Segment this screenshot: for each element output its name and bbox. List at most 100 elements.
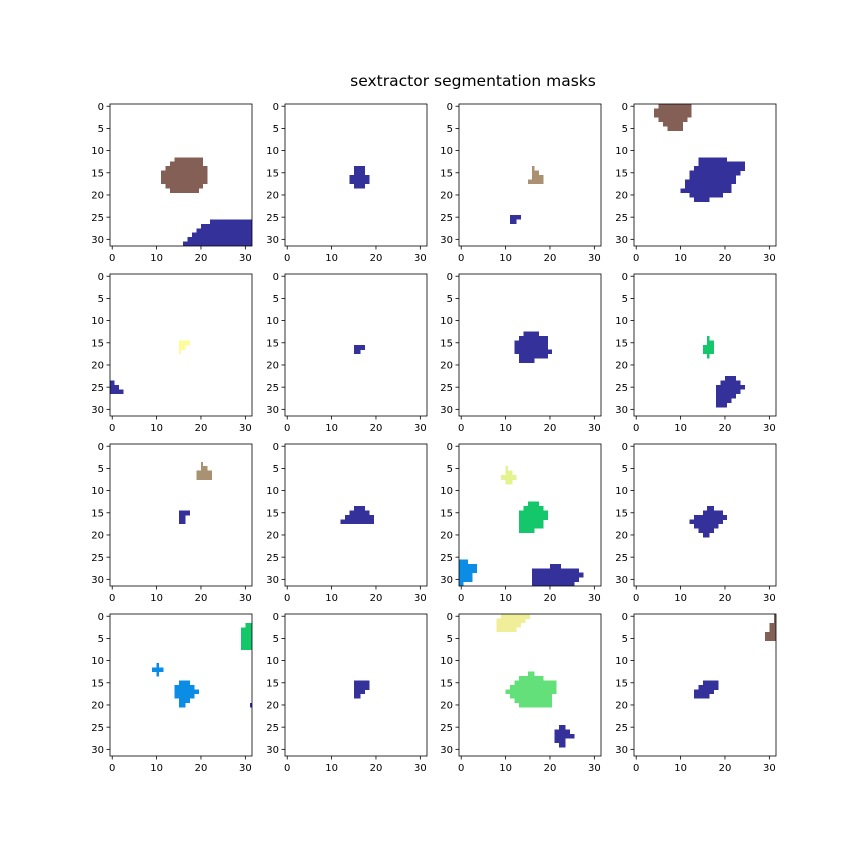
mask-pixel-row: [505, 479, 513, 485]
y-tick-label: 25: [91, 553, 104, 564]
mask-pixel-row: [340, 519, 374, 525]
mask-pixel-row: [161, 175, 208, 180]
mask-panel: 0 10 20 30 0 5 10 15 20 25 30: [266, 612, 428, 774]
mask-pixel-row: [249, 702, 252, 708]
mask-pixel-row: [353, 170, 365, 176]
x-tick-label: 20: [195, 593, 208, 604]
mask-pixel-row: [200, 466, 208, 471]
x-tick-label: 10: [674, 253, 687, 264]
y-tick-label: 20: [266, 191, 279, 202]
segment-region: [183, 219, 252, 246]
x-tick-label: 30: [763, 593, 776, 604]
y-tick-label: 30: [440, 575, 453, 586]
y-tick-label: 30: [266, 575, 279, 586]
y-tick-label: 10: [615, 486, 628, 497]
mask-pixel-row: [514, 349, 553, 355]
mask-pixel-row: [514, 345, 548, 350]
mask-pixel-row: [178, 698, 190, 704]
x-tick-label: 20: [719, 763, 732, 774]
y-tick-label: 10: [91, 146, 104, 157]
y-tick-label: 15: [266, 678, 279, 689]
mask-pixel-row: [707, 340, 714, 346]
x-tick-label: 20: [195, 253, 208, 264]
y-tick-label: 10: [615, 316, 628, 327]
x-tick-label: 20: [719, 593, 732, 604]
y-tick-label: 0: [622, 272, 628, 283]
panel-frame: [109, 443, 253, 587]
segment-region: [340, 506, 374, 525]
segment-region: [501, 466, 517, 485]
x-tick-label: 0: [284, 253, 290, 264]
mask-pixel-row: [518, 353, 548, 359]
y-tick-label: 15: [440, 338, 453, 349]
y-tick-label: 25: [266, 213, 279, 224]
x-tick-label: 0: [458, 763, 464, 774]
y-tick-label: 10: [266, 656, 279, 667]
mask-panel: 0 10 20 30 0 5 10 15 20 25 30: [91, 442, 253, 604]
mask-pixel-row: [554, 729, 570, 735]
x-tick-label: 30: [588, 423, 601, 434]
y-tick-label: 10: [440, 316, 453, 327]
y-tick-label: 30: [91, 745, 104, 756]
y-tick-label: 30: [440, 745, 453, 756]
mask-pixel-row: [505, 689, 557, 695]
mask-pixel-row: [169, 161, 204, 167]
x-tick-label: 0: [109, 423, 115, 434]
segment-region: [174, 680, 199, 708]
x-tick-label: 0: [633, 593, 639, 604]
panel-grid: 0 10 20 30 0 5 10 15 20 25 30 0 10 20 30 0 5 10 15 20 25 30 0 1…: [91, 102, 777, 774]
x-tick-label: 30: [763, 763, 776, 774]
x-tick-label: 0: [284, 423, 290, 434]
mask-pixel-row: [693, 523, 719, 529]
y-tick-label: 25: [615, 383, 628, 394]
mask-panel: 0 10 20 30 0 5 10 15 20 25 30: [440, 102, 602, 264]
mask-pixel-row: [174, 693, 195, 699]
x-tick-label: 10: [674, 763, 687, 774]
y-tick-label: 0: [447, 442, 453, 453]
mask-pixel-row: [349, 179, 370, 185]
segment-region: [196, 461, 213, 480]
y-tick-label: 25: [440, 383, 453, 394]
y-tick-label: 15: [91, 678, 104, 689]
y-tick-label: 5: [622, 124, 628, 135]
y-tick-label: 30: [266, 405, 279, 416]
x-tick-label: 10: [150, 763, 163, 774]
x-tick-label: 20: [544, 763, 557, 774]
mask-pixel-row: [764, 636, 776, 641]
y-tick-label: 0: [98, 272, 104, 283]
panel-frame: [458, 273, 602, 417]
x-tick-label: 20: [544, 593, 557, 604]
y-tick-label: 10: [615, 146, 628, 157]
mask-pixel-row: [178, 349, 181, 355]
y-tick-label: 30: [440, 235, 453, 246]
mask-pixel-row: [693, 689, 714, 695]
x-tick-label: 0: [633, 253, 639, 264]
mask-pixel-row: [716, 389, 741, 395]
x-tick-label: 10: [674, 423, 687, 434]
segment-region: [505, 671, 557, 708]
panel-frame: [633, 273, 777, 417]
mask-pixel-row: [769, 622, 776, 628]
y-tick-label: 30: [91, 235, 104, 246]
segment-region: [178, 510, 190, 525]
segment-region: [249, 702, 252, 708]
y-tick-label: 10: [91, 486, 104, 497]
mask-pixel-row: [344, 515, 374, 520]
y-tick-label: 5: [622, 294, 628, 305]
mask-pixel-row: [505, 470, 513, 476]
y-tick-label: 0: [273, 102, 279, 113]
mask-pixel-row: [196, 475, 213, 480]
mask-pixel-row: [518, 702, 553, 708]
y-tick-label: 25: [91, 213, 104, 224]
mask-pixel-row: [532, 572, 584, 578]
y-tick-label: 0: [273, 442, 279, 453]
x-tick-label: 10: [150, 253, 163, 264]
x-tick-label: 20: [719, 253, 732, 264]
x-tick-label: 10: [150, 593, 163, 604]
mask-panel: 0 10 20 30 0 5 10 15 20 25 30: [91, 272, 253, 434]
mask-pixel-row: [549, 563, 562, 569]
mask-pixel-row: [518, 358, 535, 364]
y-tick-label: 25: [266, 553, 279, 564]
mask-panel: 0 10 20 30 0 5 10 15 20 25 30: [440, 612, 602, 774]
y-tick-label: 0: [622, 442, 628, 453]
